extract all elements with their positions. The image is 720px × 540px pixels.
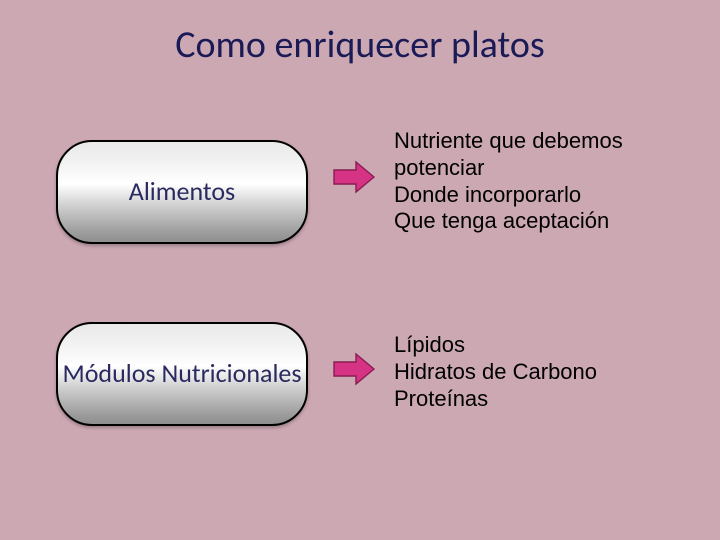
pill-label: Alimentos [129, 177, 235, 207]
pill-alimentos: Alimentos [56, 140, 308, 244]
arrow-icon [332, 352, 376, 386]
arrow-path [334, 354, 374, 384]
pill-modulos-nutricionales: Módulos Nutricionales [56, 322, 308, 426]
desc-line: potenciar [394, 155, 623, 182]
desc-line: Lípidos [394, 332, 597, 359]
desc-modulos: Lípidos Hidratos de Carbono Proteínas [394, 332, 597, 412]
arrow-svg [332, 352, 376, 386]
arrow-path [334, 162, 374, 192]
desc-line: Que tenga aceptación [394, 208, 623, 235]
desc-line: Donde incorporarlo [394, 182, 623, 209]
arrow-svg [332, 160, 376, 194]
desc-alimentos: Nutriente que debemos potenciar Donde in… [394, 128, 623, 235]
slide-title: Como enriquecer platos [0, 22, 720, 68]
desc-line: Hidratos de Carbono [394, 359, 597, 386]
pill-label: Módulos Nutricionales [62, 359, 301, 389]
desc-line: Proteínas [394, 386, 597, 413]
desc-line: Nutriente que debemos [394, 128, 623, 155]
arrow-icon [332, 160, 376, 194]
